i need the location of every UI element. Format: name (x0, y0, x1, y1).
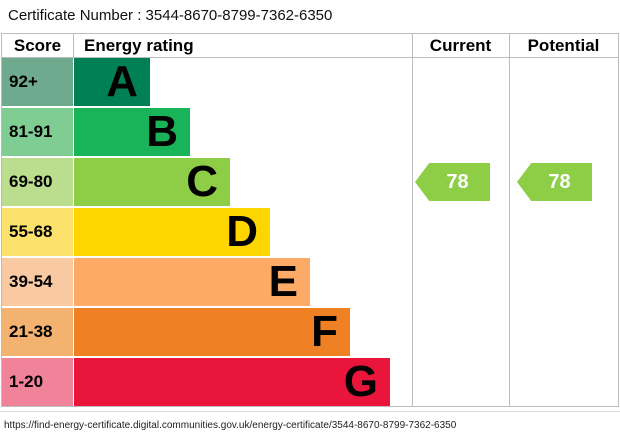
rating-letter: B (146, 107, 178, 156)
rating-bar: D (74, 208, 270, 256)
rating-band: 81-91 B (2, 108, 618, 156)
rating-band: 92+ A (2, 58, 618, 106)
score-range-label: 55-68 (2, 208, 73, 256)
rating-band: 21-38 F (2, 308, 618, 356)
current-rating-value: 78 (446, 170, 469, 193)
rating-band: 55-68 D (2, 208, 618, 256)
rating-band: 69-80 C (2, 158, 618, 206)
rating-letter: E (268, 257, 298, 306)
score-range-label: 21-38 (2, 308, 73, 356)
rating-band: 39-54 E (2, 258, 618, 306)
energy-rating-chart: Score Energy rating Current Potential 92… (1, 33, 619, 407)
score-range-label: 1-20 (2, 358, 73, 406)
potential-rating-arrow: 78 (517, 163, 592, 201)
column-header-current: Current (429, 36, 492, 55)
rating-letter: F (311, 307, 338, 356)
column-header-energy-rating: Energy rating (84, 36, 194, 55)
column-header-score: Score (13, 36, 62, 55)
rating-bar: G (74, 358, 390, 406)
certificate-number: Certificate Number : 3544-8670-8799-7362… (8, 7, 333, 24)
column-header-potential: Potential (527, 36, 600, 55)
rating-bar: E (74, 258, 310, 306)
current-rating-arrow: 78 (415, 163, 490, 201)
score-column-divider (73, 34, 74, 57)
current-column-divider (412, 34, 413, 406)
score-range-label: 92+ (2, 58, 73, 106)
table-header-row: Score Energy rating Current Potential (2, 34, 618, 58)
potential-column-divider (509, 34, 510, 406)
rating-bar: B (74, 108, 190, 156)
rating-bar: A (74, 58, 150, 106)
score-range-label: 81-91 (2, 108, 73, 156)
score-range-label: 39-54 (2, 258, 73, 306)
rating-letter: G (343, 357, 378, 406)
rating-bar: C (74, 158, 230, 206)
footer-divider (0, 411, 620, 412)
rating-letter: C (186, 157, 218, 206)
certificate-url: https://find-energy-certificate.digital.… (4, 420, 457, 431)
potential-rating-value: 78 (548, 170, 571, 193)
score-range-label: 69-80 (2, 158, 73, 206)
rating-bar: F (74, 308, 350, 356)
rating-letter: A (106, 57, 138, 106)
rating-letter: D (226, 207, 258, 256)
rating-band: 1-20 G (2, 358, 618, 406)
